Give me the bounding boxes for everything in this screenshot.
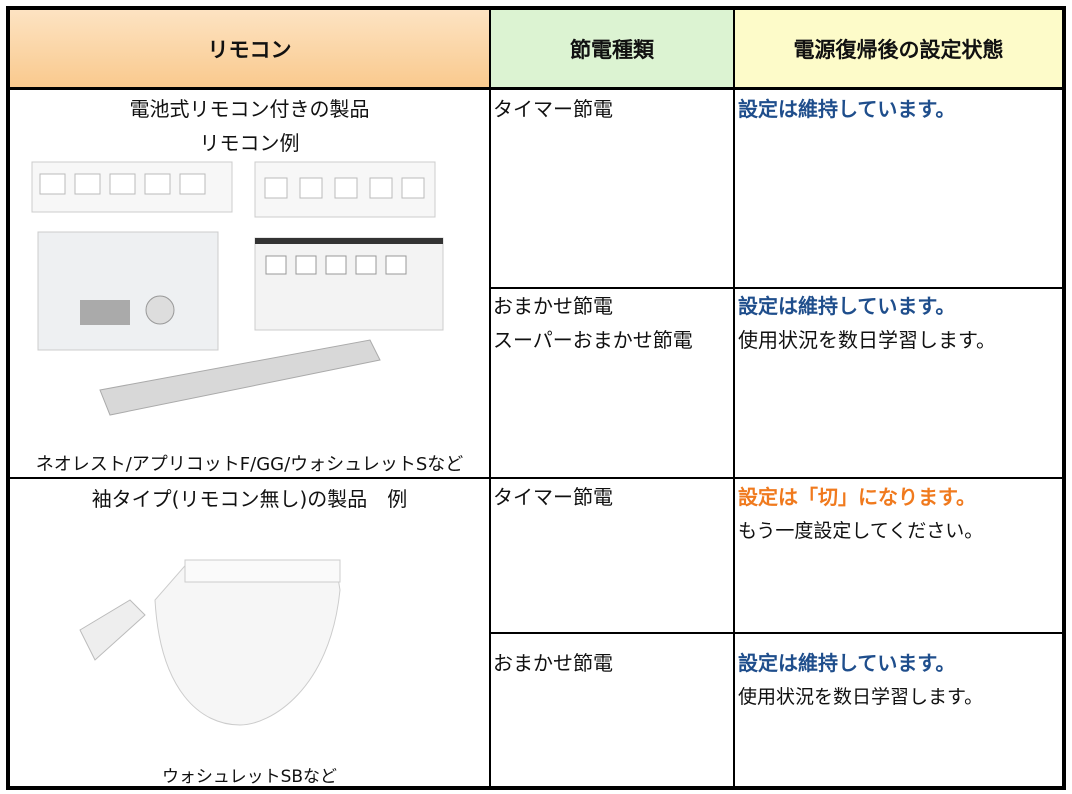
rule (6, 87, 1066, 90)
remote-images (31, 161, 444, 416)
mode-text: タイマー節電 (493, 97, 613, 121)
rule (733, 6, 735, 790)
mode-text: おまかせ節電 (493, 651, 613, 675)
header-cell: 電源復帰後の設定状態 (735, 10, 1062, 88)
section-caption: ウォシュレットSBなど (161, 767, 338, 787)
seat-image (79, 559, 341, 726)
state-text: 設定は維持しています。 (738, 294, 956, 318)
mode-text: スーパーおまかせ節電 (493, 328, 693, 352)
state-text: 設定は「切」になります。 (738, 485, 976, 509)
state-text: 設定は維持しています。 (738, 97, 956, 121)
rule (6, 477, 1066, 479)
mode-text: おまかせ節電 (493, 294, 613, 318)
mode-text: タイマー節電 (493, 485, 613, 509)
rule (489, 6, 491, 790)
rule (489, 632, 1066, 634)
section-title: リモコン例 (199, 131, 300, 155)
header-cell: リモコン (10, 10, 489, 88)
state-text: 設定は維持しています。 (738, 651, 956, 675)
section-title: 袖タイプ(リモコン無し)の製品 例 (91, 487, 408, 511)
section-title: 電池式リモコン付きの製品 (129, 97, 370, 121)
state-text: 使用状況を数日学習します。 (738, 686, 984, 708)
header-cell: 節電種類 (491, 10, 733, 88)
state-text: 使用状況を数日学習します。 (738, 328, 996, 352)
table-frame (6, 6, 1066, 790)
rule (489, 287, 1066, 289)
state-text: もう一度設定してください。 (738, 520, 984, 542)
section-caption: ネオレスト/アプリコットF/GG/ウォシュレットSなど (35, 454, 464, 475)
